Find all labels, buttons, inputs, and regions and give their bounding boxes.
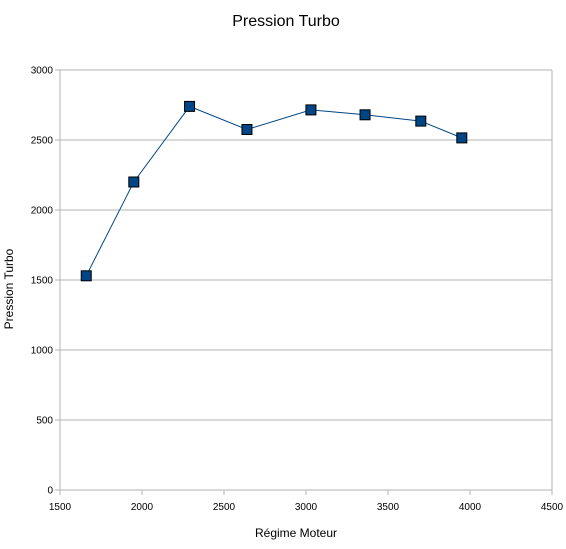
data-point-marker <box>128 176 140 188</box>
x-axis-title: Régime Moteur <box>255 526 337 540</box>
x-tick-label: 2500 <box>213 502 236 513</box>
series-line <box>85 105 462 277</box>
x-tick-label: 3000 <box>295 502 318 513</box>
series-layer <box>80 100 468 282</box>
x-tick-label: 1500 <box>49 502 72 513</box>
y-tick-label: 500 <box>36 416 53 427</box>
data-point-marker <box>359 109 371 121</box>
y-tick-label: 0 <box>47 486 53 497</box>
y-tick-label: 2500 <box>31 136 54 147</box>
y-axis-ticks: 0 500 1000 1500 2000 2500 3000 <box>31 66 60 497</box>
x-tick-label: 2000 <box>131 502 154 513</box>
x-axis-ticks: 1500 2000 2500 3000 3500 4000 4500 <box>49 490 564 513</box>
data-point-marker <box>241 124 253 135</box>
x-tick-label: 4000 <box>459 502 482 513</box>
grid-lines <box>60 69 552 491</box>
x-tick-label: 4500 <box>541 502 564 513</box>
data-point-marker <box>415 115 427 127</box>
data-point-marker <box>80 270 92 282</box>
data-point-marker <box>456 132 468 144</box>
chart-title: Pression Turbo <box>232 13 340 30</box>
data-point-marker <box>305 104 317 116</box>
y-tick-label: 1000 <box>31 346 54 357</box>
y-tick-label: 3000 <box>31 66 54 77</box>
y-axis-title: Pression Turbo <box>2 248 16 329</box>
x-tick-label: 3500 <box>377 502 400 513</box>
y-tick-label: 1500 <box>31 276 54 287</box>
data-point-marker <box>184 100 196 112</box>
y-tick-label: 2000 <box>31 206 54 217</box>
